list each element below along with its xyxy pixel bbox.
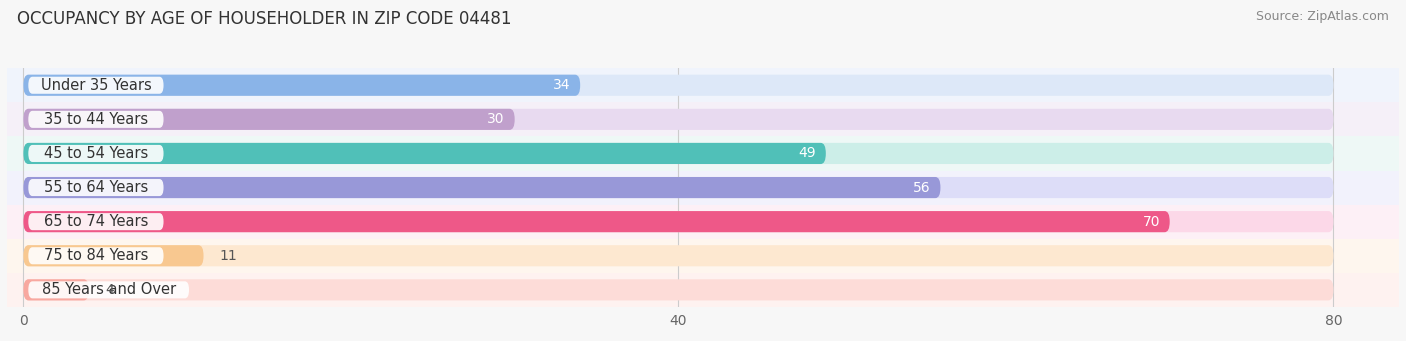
Text: 4: 4: [105, 283, 114, 297]
Text: 56: 56: [912, 180, 931, 195]
FancyBboxPatch shape: [24, 279, 1333, 300]
FancyBboxPatch shape: [28, 145, 163, 162]
Text: 11: 11: [219, 249, 238, 263]
FancyBboxPatch shape: [28, 281, 188, 298]
FancyBboxPatch shape: [24, 245, 1333, 266]
FancyBboxPatch shape: [24, 211, 1170, 232]
Text: 45 to 54 Years: 45 to 54 Years: [44, 146, 148, 161]
FancyBboxPatch shape: [0, 102, 1406, 136]
FancyBboxPatch shape: [24, 75, 581, 96]
Text: 65 to 74 Years: 65 to 74 Years: [44, 214, 148, 229]
Text: 34: 34: [553, 78, 571, 92]
FancyBboxPatch shape: [0, 170, 1406, 205]
Text: Under 35 Years: Under 35 Years: [41, 78, 152, 93]
Text: 85 Years and Over: 85 Years and Over: [42, 282, 176, 297]
FancyBboxPatch shape: [24, 177, 941, 198]
FancyBboxPatch shape: [24, 109, 1333, 130]
FancyBboxPatch shape: [28, 111, 163, 128]
FancyBboxPatch shape: [28, 213, 163, 230]
FancyBboxPatch shape: [28, 247, 163, 264]
FancyBboxPatch shape: [0, 68, 1406, 102]
FancyBboxPatch shape: [0, 273, 1406, 307]
Text: 30: 30: [488, 112, 505, 127]
FancyBboxPatch shape: [24, 143, 1333, 164]
FancyBboxPatch shape: [24, 143, 825, 164]
Text: 49: 49: [799, 146, 815, 161]
FancyBboxPatch shape: [28, 77, 163, 94]
FancyBboxPatch shape: [28, 179, 163, 196]
Text: 35 to 44 Years: 35 to 44 Years: [44, 112, 148, 127]
FancyBboxPatch shape: [0, 239, 1406, 273]
Text: Source: ZipAtlas.com: Source: ZipAtlas.com: [1256, 10, 1389, 23]
Text: OCCUPANCY BY AGE OF HOUSEHOLDER IN ZIP CODE 04481: OCCUPANCY BY AGE OF HOUSEHOLDER IN ZIP C…: [17, 10, 512, 28]
FancyBboxPatch shape: [24, 245, 204, 266]
FancyBboxPatch shape: [0, 205, 1406, 239]
FancyBboxPatch shape: [24, 211, 1333, 232]
FancyBboxPatch shape: [24, 109, 515, 130]
FancyBboxPatch shape: [24, 177, 1333, 198]
FancyBboxPatch shape: [24, 279, 89, 300]
FancyBboxPatch shape: [0, 136, 1406, 170]
FancyBboxPatch shape: [24, 75, 1333, 96]
Text: 55 to 64 Years: 55 to 64 Years: [44, 180, 148, 195]
Text: 70: 70: [1143, 214, 1160, 229]
Text: 75 to 84 Years: 75 to 84 Years: [44, 248, 148, 263]
